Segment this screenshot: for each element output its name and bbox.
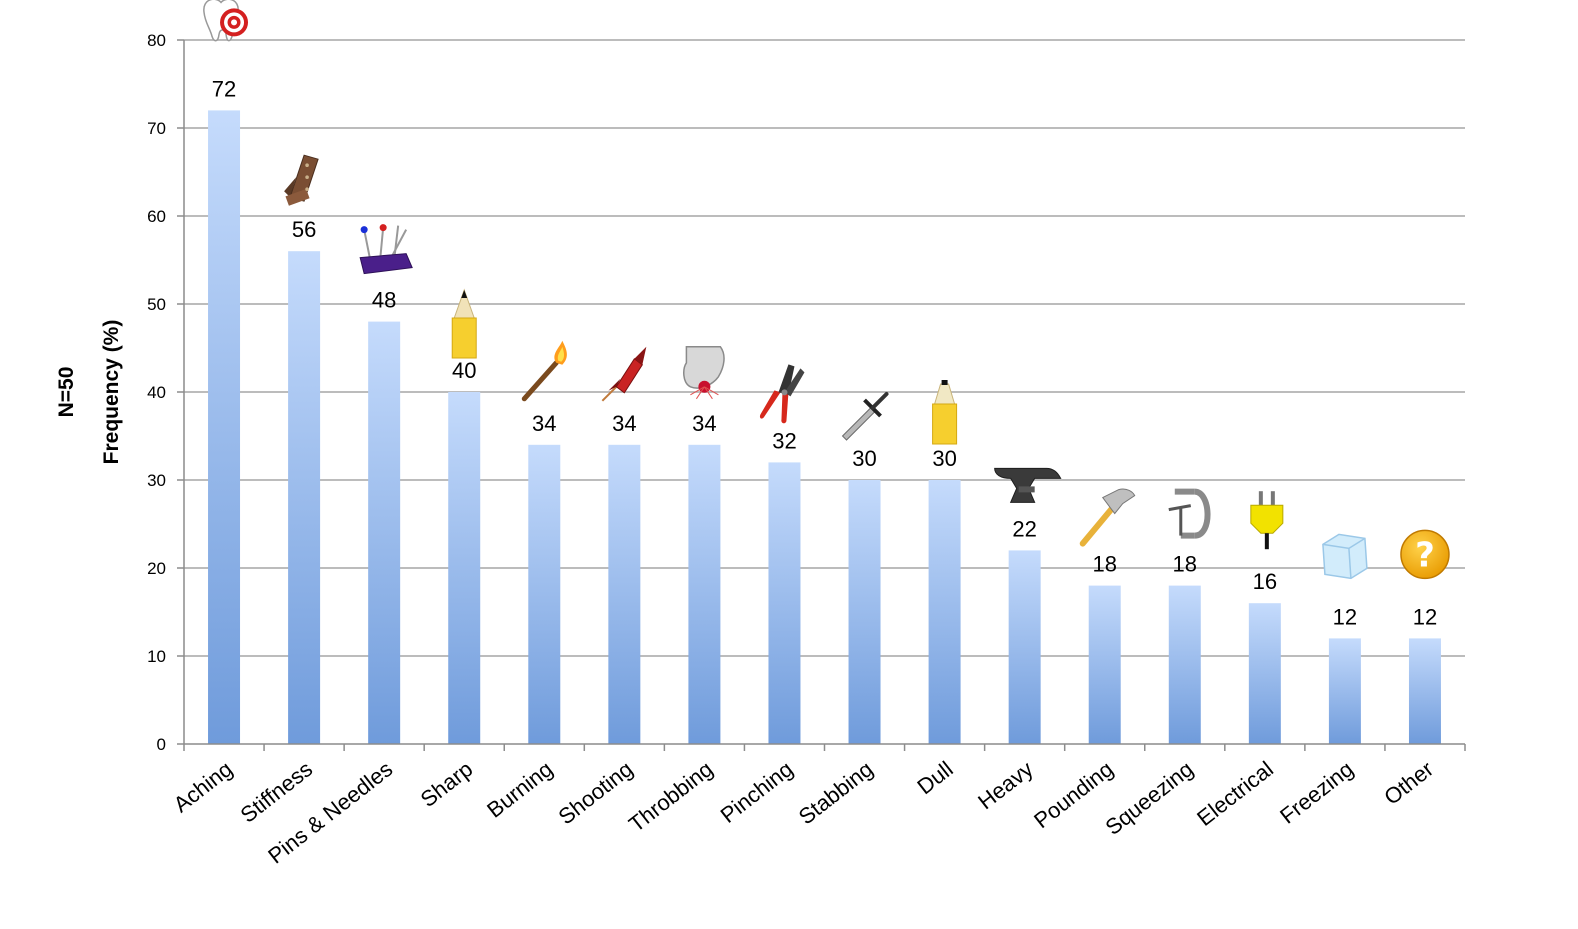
data-label: 56 — [292, 217, 316, 242]
bar-sharp — [448, 392, 481, 744]
firework-rocket-icon — [601, 346, 647, 402]
bar-heavy — [1008, 550, 1041, 744]
throbbing-toe-icon — [683, 346, 725, 400]
category-label: Burning — [482, 756, 557, 822]
bar-pins-needles — [368, 321, 401, 744]
bar-throbbing — [688, 444, 721, 744]
data-label: 48 — [372, 288, 396, 313]
data-label: 18 — [1092, 552, 1116, 577]
y-tick-label: 30 — [147, 471, 166, 490]
data-label: 34 — [532, 411, 556, 436]
category-label: Squeezing — [1101, 756, 1198, 840]
hinge-icon — [284, 154, 319, 206]
pin-cushion-icon — [359, 224, 413, 275]
bar-stabbing — [848, 480, 881, 744]
data-label: 30 — [852, 446, 876, 471]
ice-cube-icon — [1322, 533, 1368, 580]
bars — [208, 110, 1441, 744]
category-label: Sharp — [416, 756, 478, 812]
category-label: Heavy — [973, 756, 1038, 814]
y-tick-label: 20 — [147, 559, 166, 578]
match-flame-icon — [521, 340, 567, 402]
category-label: Electrical — [1192, 756, 1278, 831]
y-tick-label: 0 — [157, 735, 166, 754]
data-label: 32 — [772, 428, 796, 453]
y-axis-prefix: N=50 — [55, 367, 78, 418]
axes — [177, 39, 1466, 751]
y-tick-label: 60 — [147, 207, 166, 226]
dagger-icon — [841, 392, 889, 441]
y-tick-label: 50 — [147, 295, 166, 314]
pliers-icon — [759, 364, 805, 424]
category-label: Stabbing — [794, 756, 878, 829]
bar-dull — [928, 480, 961, 744]
bar-other — [1408, 638, 1441, 744]
category-label: Pinching — [716, 756, 798, 828]
bar-stiffness — [288, 251, 321, 744]
question-mark-icon: ? — [1400, 529, 1450, 580]
category-label: Throbbing — [624, 756, 717, 837]
category-label: Freezing — [1275, 756, 1358, 828]
data-label: 34 — [692, 411, 716, 436]
data-label: 12 — [1333, 604, 1357, 629]
anvil-icon — [994, 467, 1062, 503]
tooth-target-icon — [203, 0, 249, 42]
bar-pinching — [768, 462, 801, 744]
data-label: 30 — [932, 446, 956, 471]
data-label: 22 — [1012, 516, 1036, 541]
pencil-sharp-icon — [451, 288, 477, 359]
category-label: Aching — [169, 756, 237, 817]
svg-text:?: ? — [1415, 535, 1435, 575]
pencil-dull-icon — [932, 380, 958, 445]
electric-plug-icon — [1250, 491, 1284, 550]
c-clamp-icon — [1168, 488, 1211, 539]
y-tick-label: 40 — [147, 383, 166, 402]
data-label: 72 — [212, 76, 236, 101]
y-tick-label: 80 — [147, 31, 166, 50]
bar-burning — [528, 444, 561, 744]
bar-pounding — [1088, 585, 1121, 744]
data-label: 34 — [612, 411, 636, 436]
y-tick-label: 70 — [147, 119, 166, 138]
bar-icons: ? — [203, 0, 1450, 580]
bar-aching — [208, 110, 241, 744]
data-label: 12 — [1413, 604, 1437, 629]
category-label: Other — [1379, 756, 1438, 810]
bar-shooting — [608, 444, 641, 744]
bar-squeezing — [1168, 585, 1201, 744]
category-label: Dull — [912, 756, 957, 799]
data-label: 18 — [1173, 552, 1197, 577]
y-axis-title: Frequency (%) — [100, 320, 123, 465]
bar-electrical — [1248, 603, 1281, 744]
y-tick-label: 10 — [147, 647, 166, 666]
data-label: 40 — [452, 358, 476, 383]
bar-freezing — [1328, 638, 1361, 744]
hammer-icon — [1079, 488, 1136, 547]
data-label: 16 — [1253, 569, 1277, 594]
